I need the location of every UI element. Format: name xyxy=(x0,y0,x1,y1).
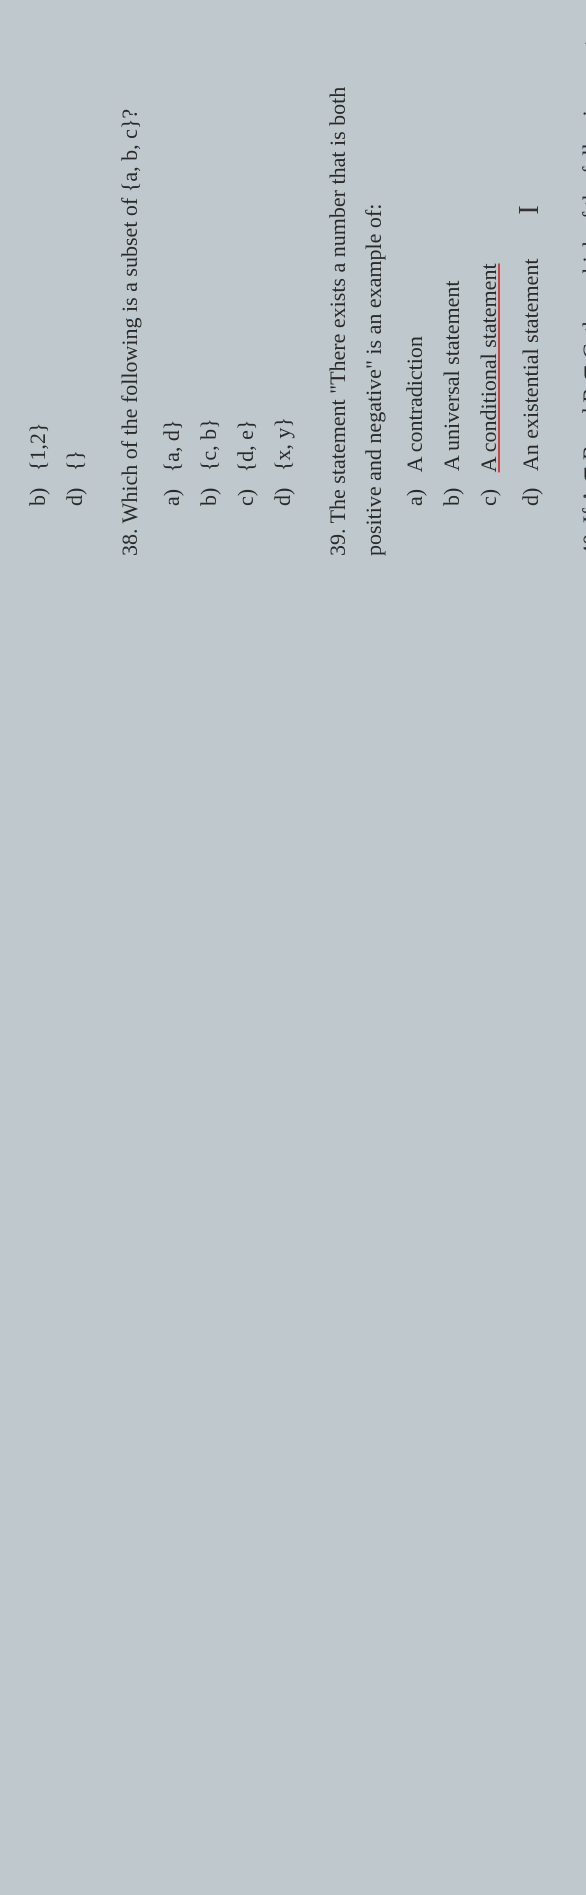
q39-option-c: c) A conditional statement xyxy=(471,30,506,556)
q38-option-a: a) {a, d} xyxy=(154,30,189,556)
q39-option-b: b) A universal statement xyxy=(434,30,469,556)
q39-text: 39. The statement "There exists a number… xyxy=(320,30,390,556)
q39-option-a: a) A contradiction xyxy=(397,30,432,556)
fragment-b: b) {1,2} xyxy=(20,30,55,556)
q38-option-b: b) {c, b} xyxy=(191,30,226,556)
q39-option-d: d) An existential statement I xyxy=(508,30,553,556)
q38-option-d: d) {x, y} xyxy=(265,30,300,556)
question-40: 40. If A ⊆ B and B ⊆ C, then which of th… xyxy=(573,30,586,556)
question-38: 38. Which of the following is a subset o… xyxy=(112,30,302,556)
handwritten-annotation: I xyxy=(514,205,545,214)
fragment-options: b) {1,2} d) {} xyxy=(20,30,94,556)
q38-option-c: c) {d, e} xyxy=(228,30,263,556)
question-39: ::: 39. The statement "There exists a nu… xyxy=(320,30,555,556)
q38-text: 38. Which of the following is a subset o… xyxy=(112,30,147,556)
fragment-d: d) {} xyxy=(57,30,92,556)
q40-text: 40. If A ⊆ B and B ⊆ C, then which of th… xyxy=(573,30,586,556)
